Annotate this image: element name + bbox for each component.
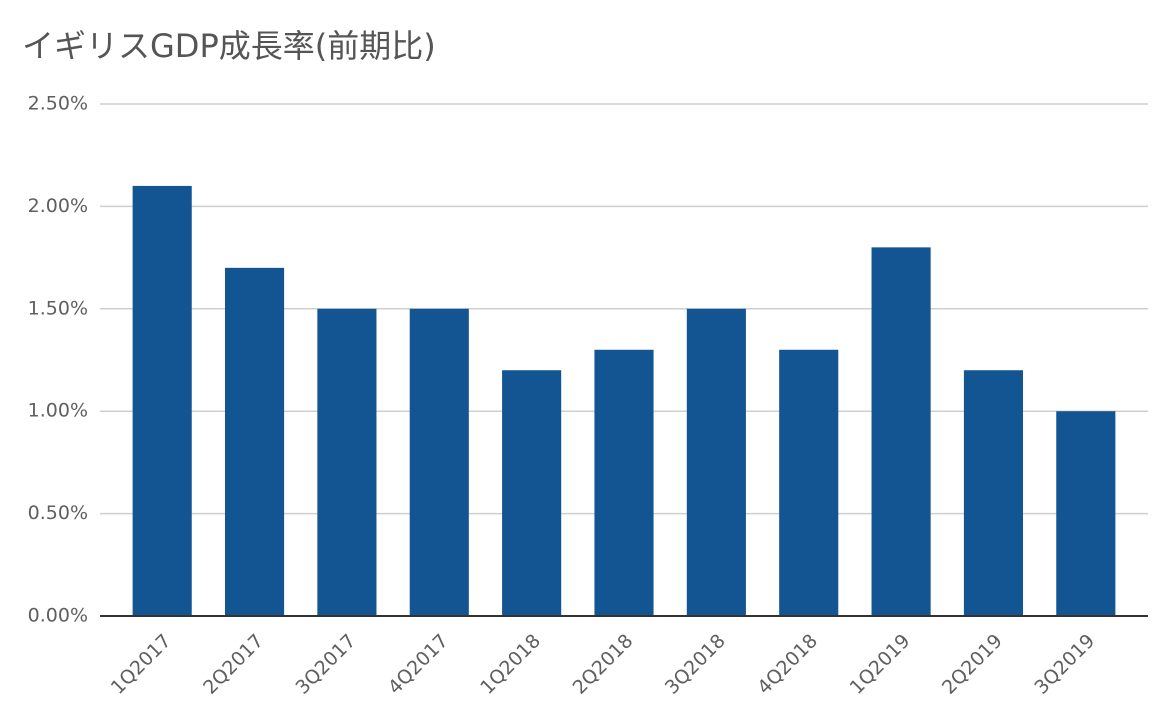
bar [502,370,562,616]
bar [224,267,285,616]
chart-title: イギリスGDP成長率(前期比) [22,27,436,65]
bar [871,247,931,617]
x-tick-label: 2Q2019 [938,630,1007,699]
x-tick-label: 4Q2017 [384,630,453,699]
bar [963,370,1024,616]
x-tick-label: 3Q2019 [1030,630,1099,699]
bar [594,349,654,616]
bar [779,349,839,616]
y-tick-label: 2.50% [28,93,88,115]
bar [1056,411,1116,616]
bar [409,308,469,616]
y-tick-label: 1.00% [28,400,88,422]
bar [132,185,192,617]
bar [686,308,746,616]
x-tick-label: 3Q2017 [291,630,360,699]
x-tick-label: 2Q2018 [569,630,638,699]
x-tick-label: 1Q2019 [846,630,915,699]
x-tick-label: 2Q2017 [199,630,268,699]
y-tick-label: 0.00% [28,605,88,627]
y-tick-label: 1.50% [28,297,88,319]
y-tick-label: 0.50% [28,502,88,524]
y-tick-label: 2.00% [28,195,88,217]
bar [317,308,377,616]
x-tick-label: 1Q2017 [107,630,176,699]
x-tick-label: 4Q2018 [753,630,822,699]
x-tick-label: 1Q2018 [476,630,545,699]
x-tick-label: 3Q2018 [661,630,730,699]
